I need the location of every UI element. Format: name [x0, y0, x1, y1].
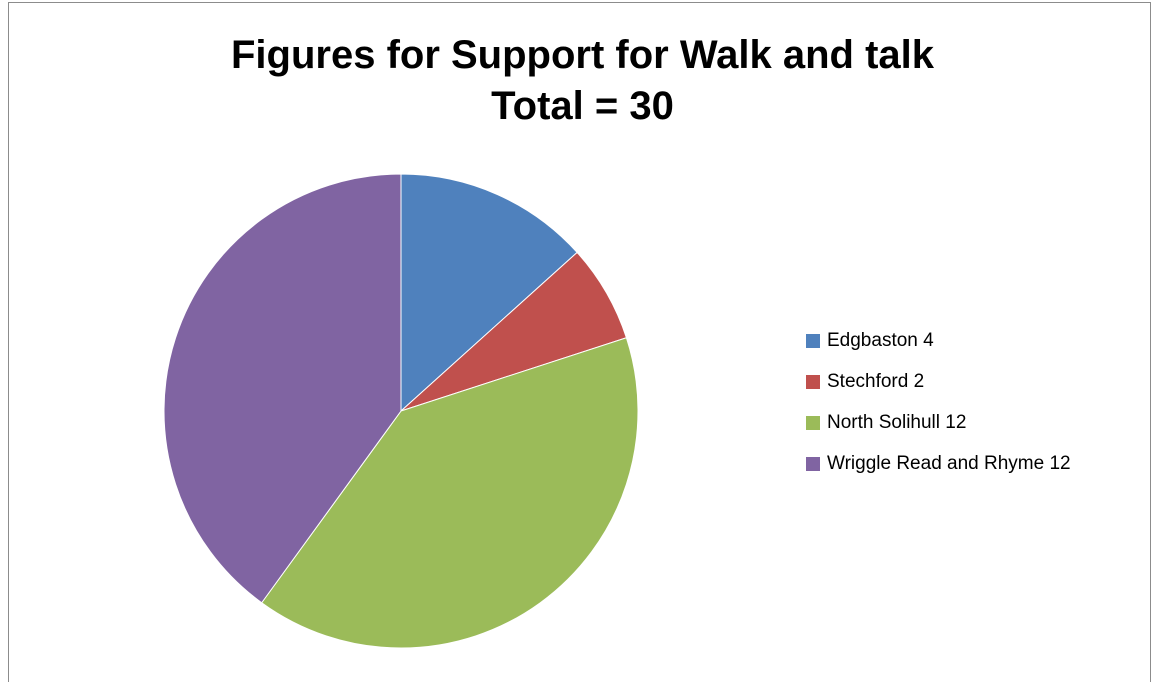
- legend-swatch: [806, 375, 820, 389]
- pie-slice-wriggle-read-and-rhyme: [163, 173, 402, 604]
- legend-item-wriggle-read-and-rhyme: Wriggle Read and Rhyme 12: [806, 449, 1071, 479]
- chart-legend: Edgbaston 4 Stechford 2 North Solihull 1…: [806, 326, 1071, 490]
- chart-title: Figures for Support for Walk and talk To…: [0, 30, 1152, 132]
- legend-item-stechford: Stechford 2: [806, 367, 1071, 397]
- legend-swatch: [806, 457, 820, 471]
- legend-item-north-solihull: North Solihull 12: [806, 408, 1071, 438]
- legend-label: Edgbaston 4: [827, 330, 934, 351]
- chart-title-line: Figures for Support for Walk and talk: [230, 33, 934, 77]
- legend-label: North Solihull 12: [827, 412, 967, 433]
- legend-label: Stechford 2: [827, 371, 925, 392]
- chart-subtitle-line: Total = 30: [491, 84, 674, 128]
- legend-swatch: [806, 416, 820, 430]
- pie-slice-north-solihull: [260, 337, 639, 649]
- pie-slice-edgbaston: [400, 173, 578, 413]
- legend-label: Wriggle Read and Rhyme 12: [827, 453, 1071, 474]
- legend-swatch: [806, 334, 820, 348]
- legend-item-edgbaston: Edgbaston 4: [806, 326, 1071, 356]
